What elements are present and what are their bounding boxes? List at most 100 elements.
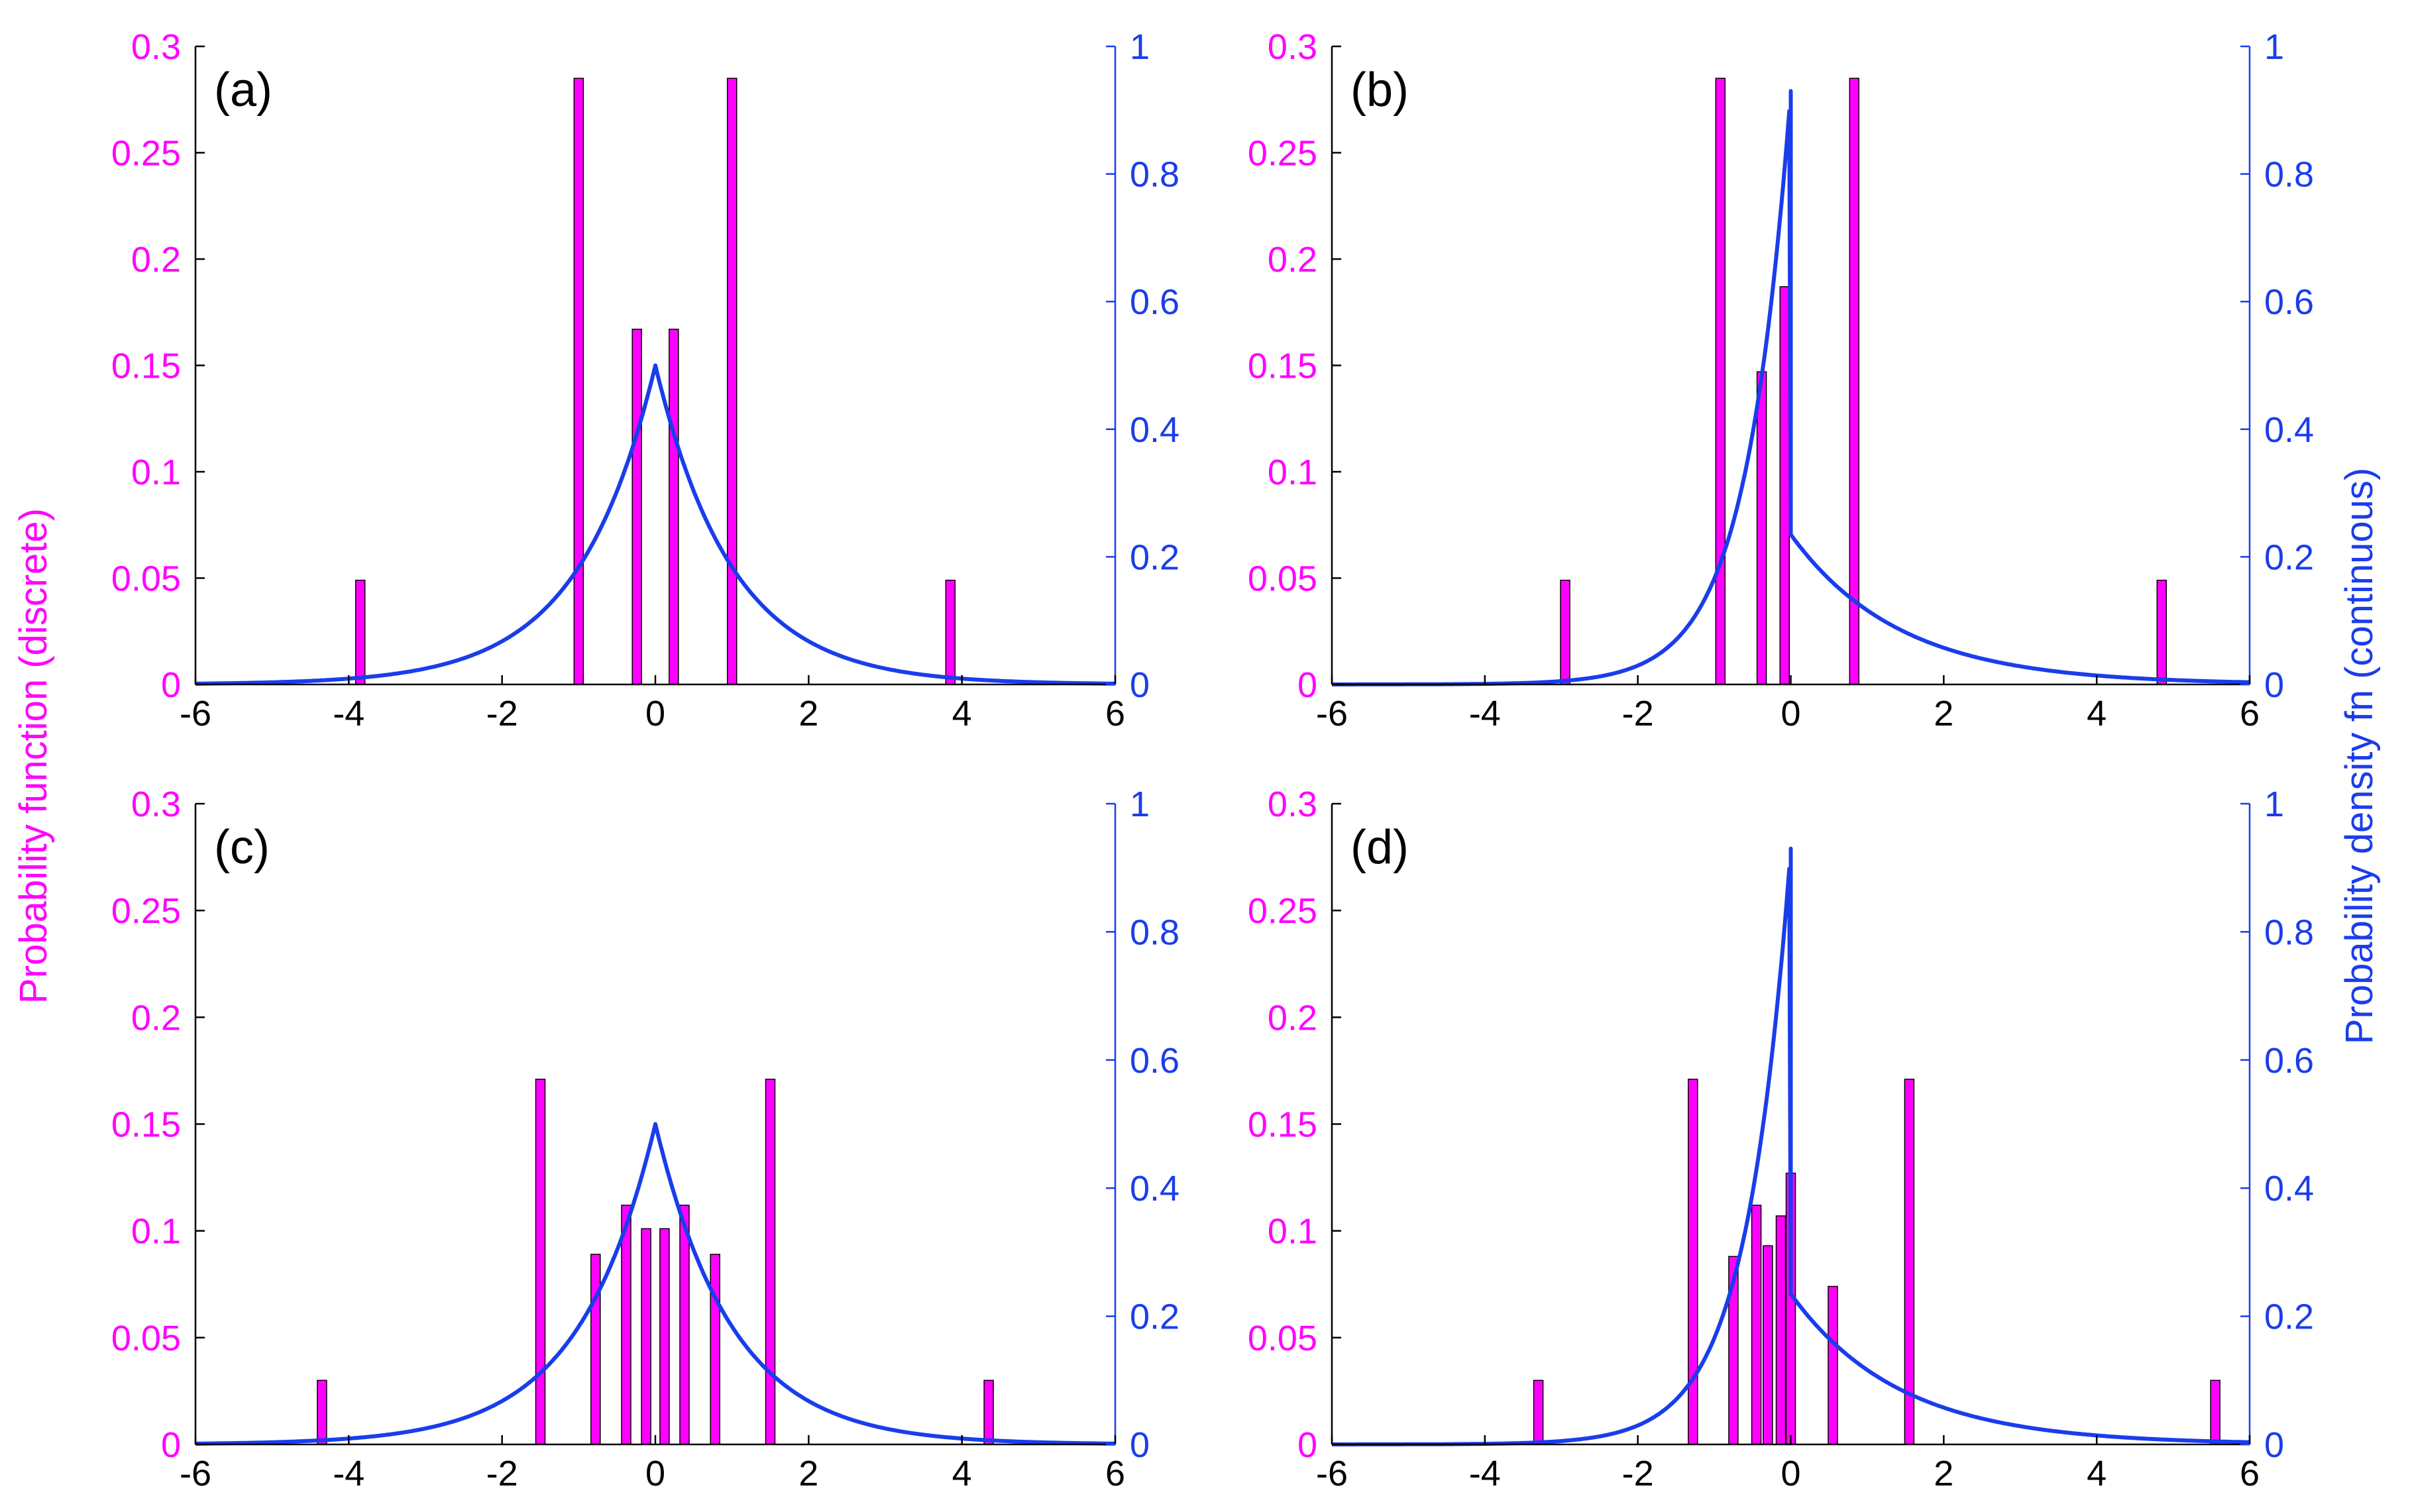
right-y-tick-label: 0.2	[1130, 1297, 1179, 1337]
left-y-tick-label: 0.3	[131, 27, 181, 67]
discrete-bar	[1533, 1379, 1544, 1445]
left-y-axis-title: Probability function (discrete)	[12, 508, 55, 1004]
discrete-bar	[641, 1228, 651, 1445]
left-y-tick-label: 0.2	[1268, 240, 1317, 280]
discrete-bar	[1775, 1215, 1786, 1445]
left-y-tick-label: 0.1	[1268, 1212, 1317, 1252]
panel-a: -6 -4 -2 0 2 4 600.050.10.150.20.250.300.20.40…	[111, 27, 1179, 733]
discrete-bar	[659, 1228, 670, 1445]
right-y-tick-label: 0	[1130, 1425, 1150, 1465]
left-y-tick-label: 0.2	[131, 998, 181, 1038]
right-y-tick-label: 0.2	[1130, 537, 1179, 577]
right-y-tick-label: 0	[2264, 665, 2284, 705]
panel-c: -6 -4 -2 0 2 4 600.050.10.150.20.250.300.20.40…	[111, 784, 1179, 1493]
discrete-bar	[631, 329, 642, 685]
right-y-tick-label: 0.6	[2264, 282, 2314, 322]
x-tick-label: -6	[1316, 1454, 1348, 1493]
left-y-tick-label: 0	[1297, 665, 1317, 705]
x-tick-label: 2	[1934, 1454, 1953, 1493]
left-y-tick-label: 0.3	[1268, 784, 1317, 824]
x-tick-label: -2	[486, 1454, 518, 1493]
discrete-bar	[679, 1205, 690, 1445]
right-y-tick-label: 0.8	[1130, 155, 1179, 195]
left-y-tick-label: 0.15	[1248, 347, 1317, 386]
left-y-tick-label: 0.1	[131, 453, 181, 492]
x-tick-label: 0	[1781, 1454, 1800, 1493]
discrete-bar	[573, 78, 584, 685]
discrete-bar	[1751, 1205, 1762, 1445]
x-tick-label: 2	[1934, 694, 1953, 733]
x-tick-label: 2	[798, 1454, 818, 1493]
right-y-tick-label: 0.6	[1130, 282, 1179, 322]
right-y-tick-label: 0.8	[2264, 155, 2314, 195]
panel-label: (c)	[214, 821, 270, 874]
discrete-bar	[1715, 78, 1726, 685]
left-y-tick-label: 0.25	[1248, 891, 1317, 931]
x-tick-label: 0	[645, 694, 665, 733]
left-y-tick-label: 0.15	[1248, 1105, 1317, 1145]
discrete-bar	[710, 1254, 720, 1445]
left-y-tick-label: 0.05	[111, 1319, 181, 1358]
x-tick-label: -4	[1469, 694, 1501, 733]
x-tick-label: -4	[1469, 1454, 1501, 1493]
left-y-tick-label: 0.2	[131, 240, 181, 280]
x-tick-label: 4	[2087, 694, 2107, 733]
panel-label: (a)	[214, 64, 272, 117]
panel-label: (b)	[1350, 64, 1409, 117]
discrete-bar	[1828, 1285, 1838, 1445]
left-y-tick-label: 0.3	[131, 784, 181, 824]
discrete-bar	[1756, 371, 1767, 685]
right-y-tick-label: 0.2	[2264, 1297, 2314, 1337]
discrete-bar	[317, 1379, 327, 1445]
x-tick-label: -4	[333, 1454, 364, 1493]
left-y-tick-label: 0.25	[111, 891, 181, 931]
x-tick-label: -4	[333, 694, 364, 733]
x-tick-label: 6	[1105, 1454, 1125, 1493]
x-tick-label: 6	[2240, 1454, 2260, 1493]
x-tick-label: -6	[180, 694, 211, 733]
right-y-tick-label: 0.4	[2264, 410, 2314, 450]
left-y-tick-label: 0.25	[1248, 134, 1317, 174]
right-y-tick-label: 0.2	[2264, 537, 2314, 577]
discrete-bar	[765, 1079, 776, 1445]
right-y-tick-label: 0.4	[1130, 410, 1179, 450]
right-y-tick-label: 0	[1130, 665, 1150, 705]
discrete-bar	[983, 1379, 994, 1445]
left-y-tick-label: 0.1	[131, 1212, 181, 1252]
left-y-tick-label: 0.05	[111, 559, 181, 599]
discrete-bar	[2156, 579, 2167, 685]
discrete-bar	[1560, 579, 1570, 685]
right-y-tick-label: 0	[2264, 1425, 2284, 1465]
x-tick-label: 2	[798, 694, 818, 733]
left-y-tick-label: 0.2	[1268, 998, 1317, 1038]
right-y-tick-label: 1	[2264, 27, 2284, 67]
density-curve	[195, 1122, 1116, 1446]
right-y-tick-label: 1	[1130, 27, 1150, 67]
left-y-tick-label: 0	[161, 665, 181, 705]
x-tick-label: 0	[1781, 694, 1800, 733]
x-tick-label: -2	[1622, 694, 1654, 733]
x-tick-label: -2	[486, 694, 518, 733]
panels: -6 -4 -2 0 2 4 600.050.10.150.20.250.300.20.40…	[111, 27, 2314, 1493]
x-tick-label: -6	[1316, 694, 1348, 733]
right-y-tick-label: 0.8	[2264, 912, 2314, 952]
x-tick-label: -6	[180, 1454, 211, 1493]
left-y-tick-label: 0.15	[111, 1105, 181, 1145]
x-tick-label: 0	[645, 1454, 665, 1493]
discrete-bar	[945, 579, 956, 685]
left-y-tick-label: 0.1	[1268, 453, 1317, 492]
discrete-bar	[726, 78, 738, 685]
right-y-tick-label: 0.4	[1130, 1169, 1179, 1209]
left-y-tick-label: 0.15	[111, 347, 181, 386]
right-y-tick-label: 0.6	[1130, 1041, 1179, 1081]
right-y-tick-label: 0.4	[2264, 1169, 2314, 1209]
discrete-bar	[1904, 1079, 1915, 1445]
panel-label: (d)	[1350, 821, 1409, 874]
density-curve	[195, 363, 1116, 686]
right-y-axis-title: Probability density fn (continuous)	[2338, 468, 2381, 1044]
left-y-tick-label: 0.05	[1248, 1319, 1317, 1358]
discrete-bar	[1688, 1079, 1698, 1445]
x-tick-label: -2	[1622, 1454, 1654, 1493]
right-y-tick-label: 0.6	[2264, 1041, 2314, 1081]
